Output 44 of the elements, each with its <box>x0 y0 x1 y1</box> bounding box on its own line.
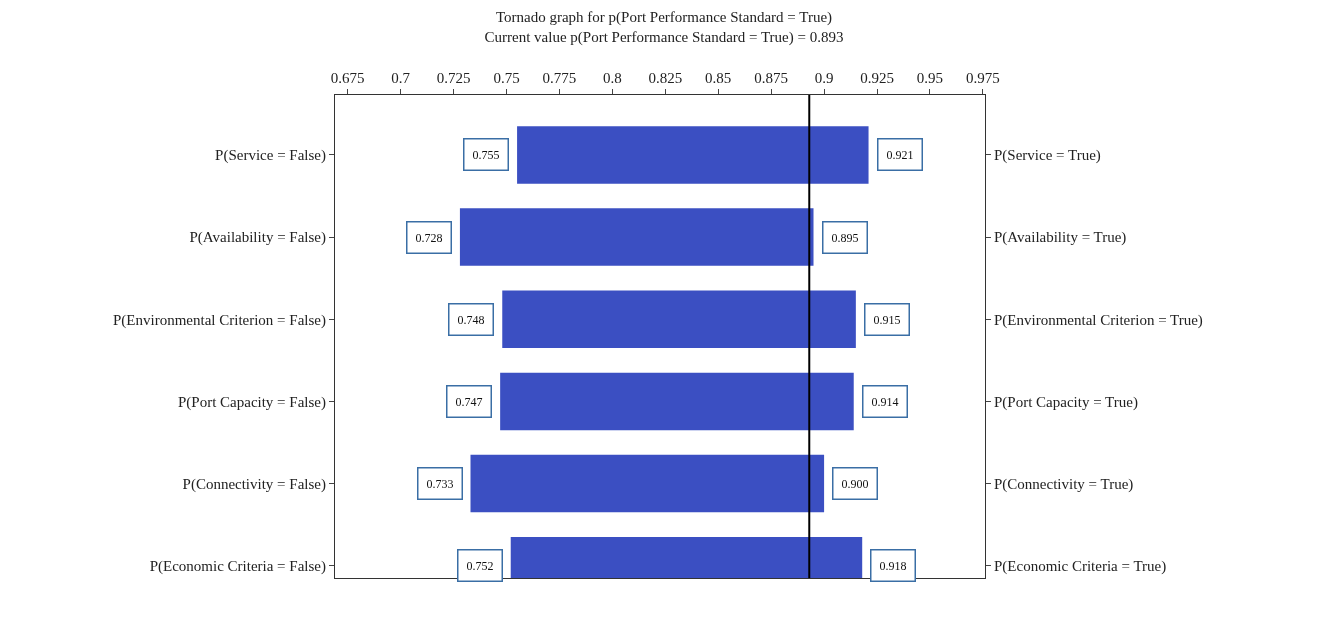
x-tick-label: 0.725 <box>436 70 471 86</box>
y2-tick-label: P(Availability = True) <box>994 229 1127 247</box>
annotation: 0.728 <box>415 230 443 245</box>
x-tick-label: 0.675 <box>330 70 365 86</box>
annotation: 0.733 <box>426 476 454 491</box>
x-tick-label: 0.9 <box>814 70 834 86</box>
x-tick-label: 0.925 <box>860 70 894 86</box>
x-tick-label: 0.775 <box>542 70 577 86</box>
annotation: 0.900 <box>841 476 869 491</box>
y-tick-label: P(Port Capacity = False) <box>177 393 326 411</box>
annotation: 0.915 <box>873 312 901 327</box>
annotation: 0.921 <box>886 147 914 162</box>
annotation: 0.914 <box>871 394 899 409</box>
bar <box>517 126 869 184</box>
x-tick-label: 0.7 <box>391 70 411 86</box>
annotation: 0.752 <box>466 558 494 573</box>
x-tick-label: 0.85 <box>705 70 732 86</box>
x-tick-label: 0.95 <box>916 70 944 86</box>
bar <box>500 372 854 431</box>
chart-title: Tornado graph for p(Port Performance Standard = True) <box>495 9 833 27</box>
bar <box>459 208 814 266</box>
annotation: 0.918 <box>879 558 907 573</box>
y2-tick-label: P(Connectivity = True) <box>994 475 1134 493</box>
y-tick-label: P(Service = False) <box>215 147 326 165</box>
annotation: 0.895 <box>831 230 859 245</box>
annotation: 0.748 <box>457 312 485 327</box>
y-tick-label: P(Environmental Criterion = False) <box>112 311 326 329</box>
y-tick-label: P(Connectivity = False) <box>182 475 326 493</box>
y2-tick-label: P(Service = True) <box>994 147 1101 165</box>
y2-tick-label: P(Environmental Criterion = True) <box>994 311 1203 329</box>
y-tick-label: P(Economic Criteria = False) <box>149 557 326 575</box>
x-tick-label: 0.8 <box>602 70 622 86</box>
x-tick-label: 0.825 <box>648 70 683 86</box>
y2-tick-label: P(Economic Criteria = True) <box>994 557 1167 575</box>
x-tick-label: 0.75 <box>493 70 520 86</box>
annotation: 0.747 <box>455 394 483 409</box>
x-tick-label: 0.975 <box>966 70 1000 86</box>
y-tick-label: P(Availability = False) <box>189 229 326 247</box>
bar <box>470 454 825 513</box>
chart-subtitle: Current value p(Port Performance Standard = True) = 0.893 <box>484 28 844 46</box>
x-tick-label: 0.875 <box>754 70 789 86</box>
annotation: 0.755 <box>472 147 500 162</box>
y2-tick-label: P(Port Capacity = True) <box>994 393 1138 411</box>
bar <box>502 290 856 348</box>
